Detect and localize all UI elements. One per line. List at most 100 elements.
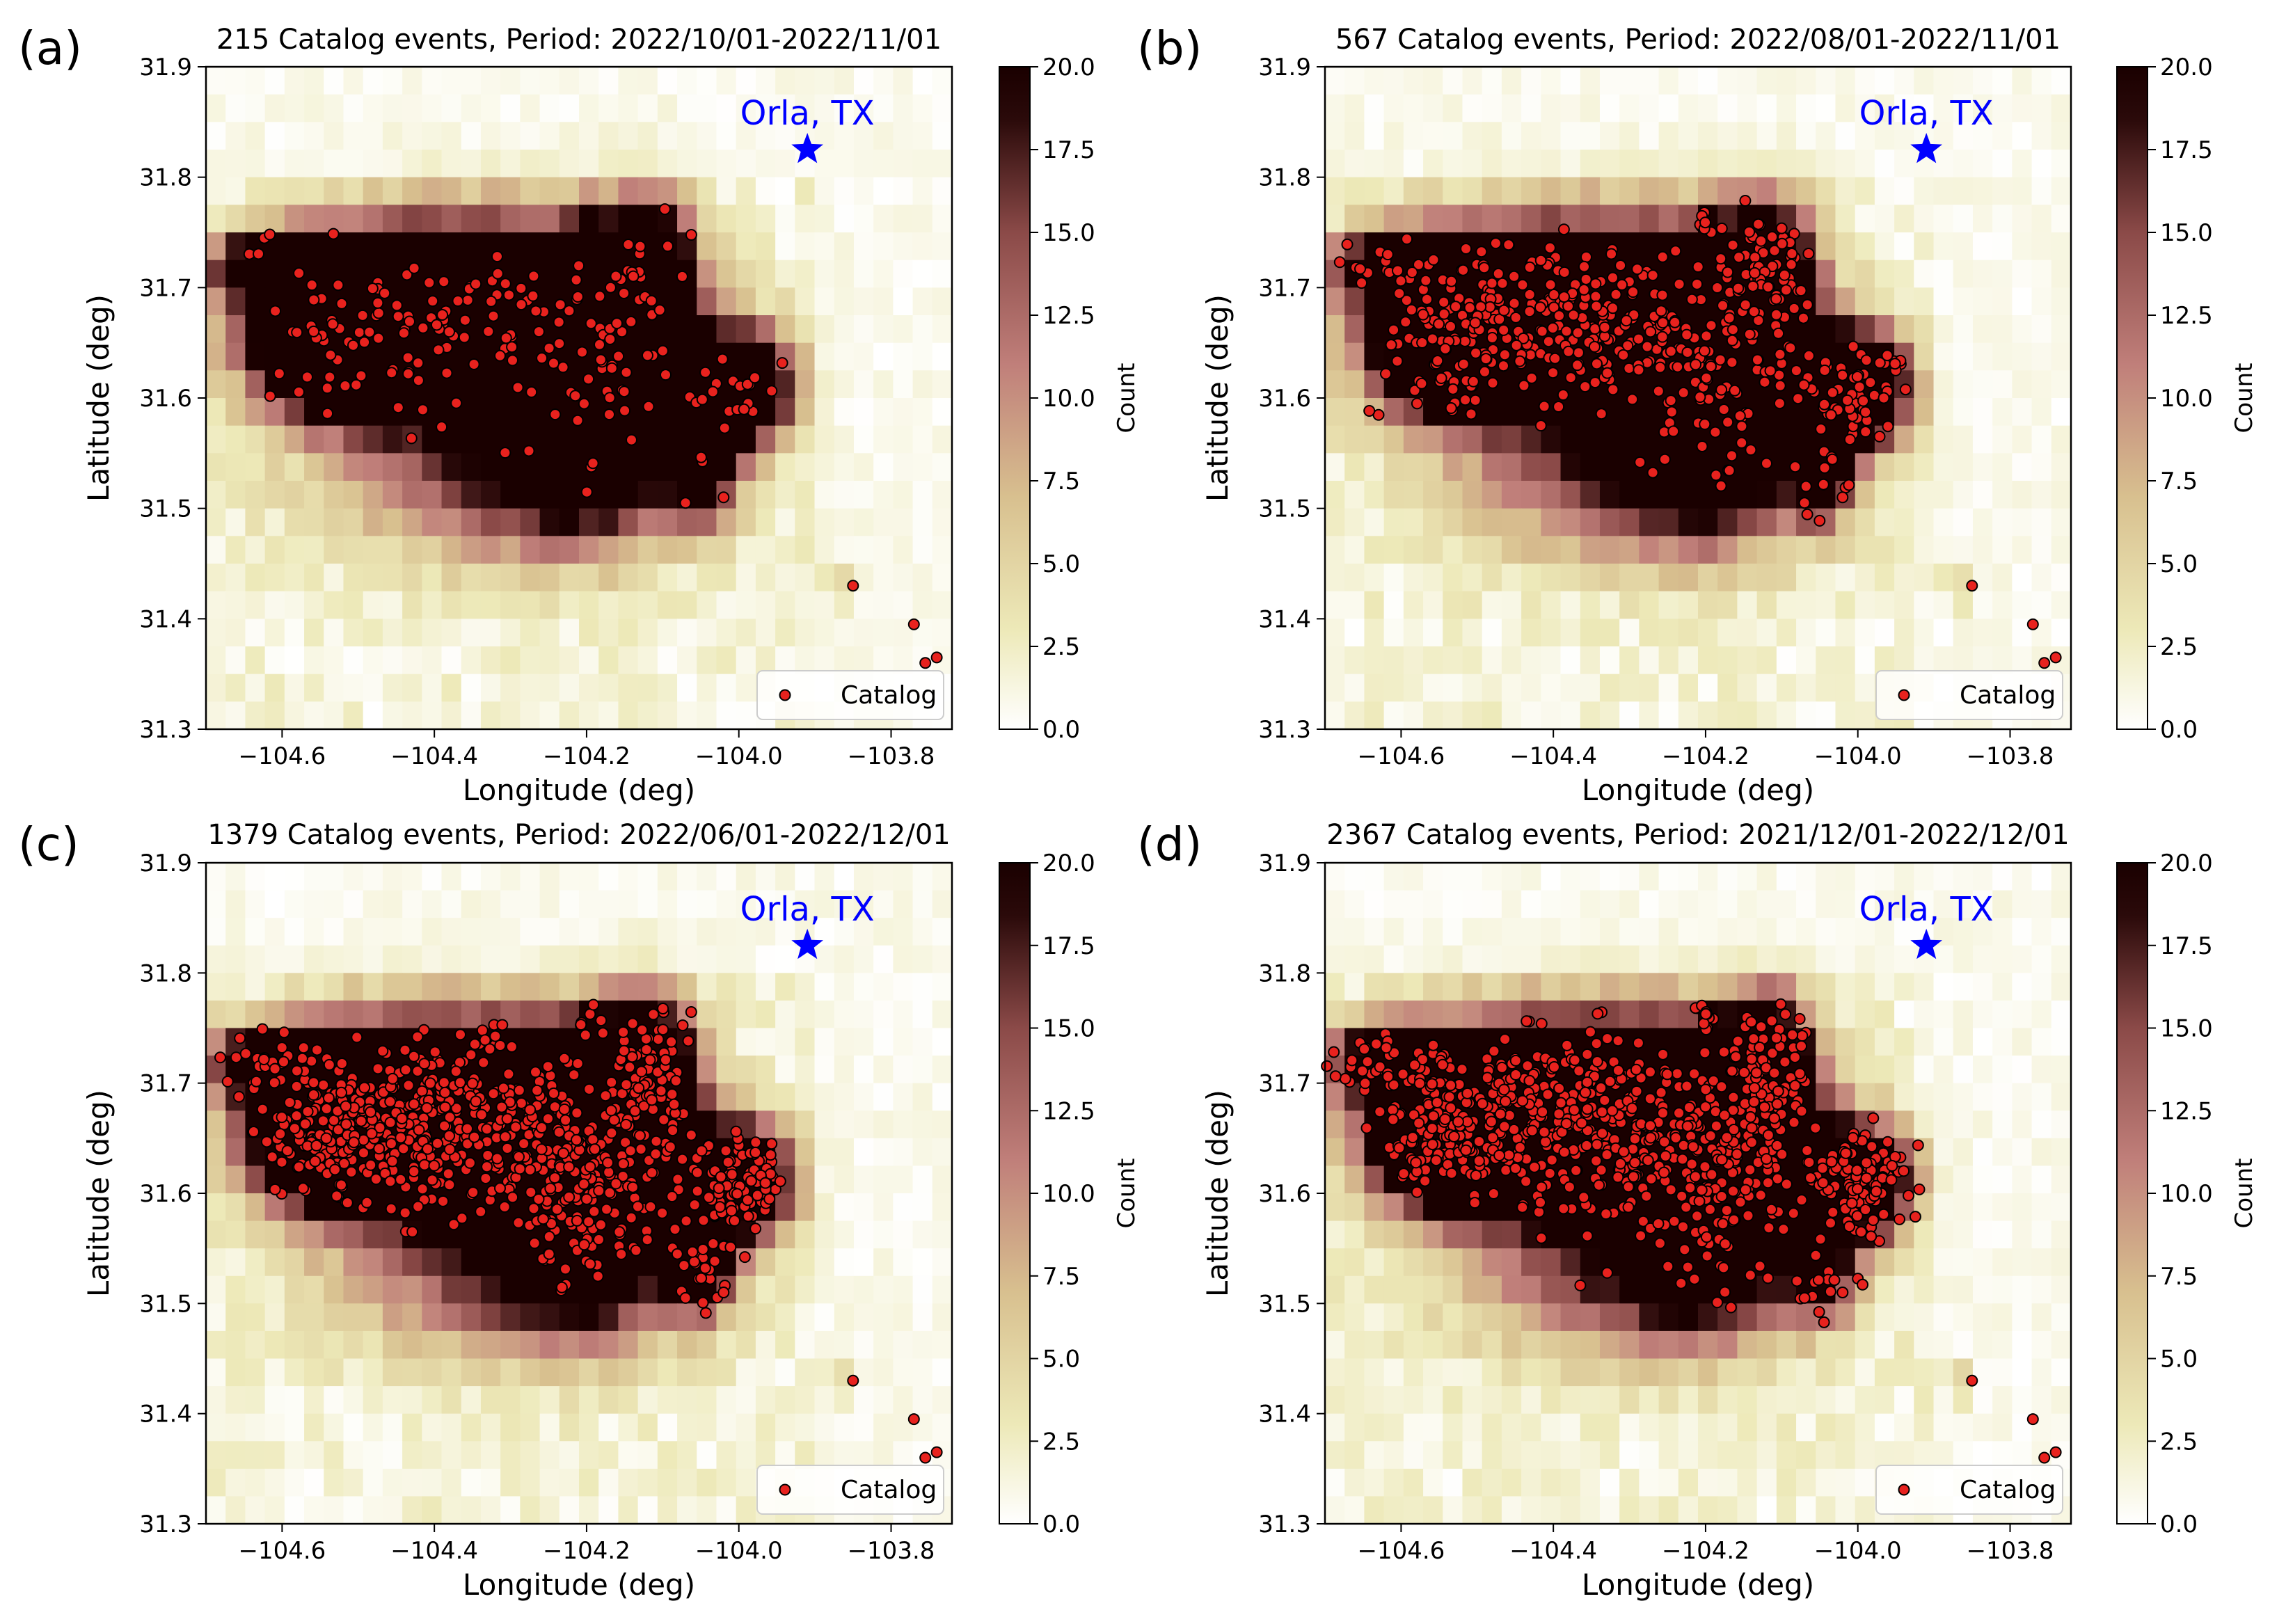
heatmap-cell: [893, 1028, 914, 1056]
heatmap-cell: [1521, 619, 1541, 647]
heatmap-cell: [422, 1413, 443, 1442]
catalog-point: [568, 1069, 580, 1081]
catalog-point: [1547, 367, 1559, 379]
catalog-point: [1715, 222, 1728, 234]
heatmap-cell: [677, 890, 697, 918]
heatmap-cell: [1776, 425, 1797, 454]
heatmap-cell: [1403, 619, 1424, 647]
heatmap-cell: [304, 1303, 324, 1332]
catalog-point: [656, 1207, 669, 1219]
heatmap-cell: [343, 890, 364, 918]
heatmap-cell: [422, 1468, 443, 1497]
heatmap-cell: [932, 1248, 953, 1277]
heatmap-cell: [853, 232, 874, 261]
catalog-point: [268, 1076, 280, 1089]
catalog-point: [1797, 379, 1810, 391]
heatmap-cell: [814, 370, 835, 399]
heatmap-cell: [284, 342, 305, 371]
heatmap-cell: [697, 67, 717, 95]
heatmap-cell: [1933, 646, 1954, 675]
heatmap-cell: [1698, 67, 1718, 95]
catalog-point: [1710, 469, 1722, 481]
catalog-point: [618, 287, 630, 299]
catalog-point: [399, 1207, 411, 1219]
heatmap-cell: [893, 536, 914, 564]
colorbar-label: Count: [2230, 363, 2258, 433]
heatmap-cell: [1462, 1000, 1483, 1029]
heatmap-cell: [1835, 287, 1856, 316]
heatmap-cell: [932, 1413, 953, 1442]
heatmap-cell: [225, 1138, 246, 1167]
catalog-point: [576, 346, 588, 358]
heatmap-cell: [2031, 94, 2052, 122]
heatmap-cell: [873, 564, 894, 592]
heatmap-cell: [1639, 674, 1660, 702]
heatmap-cell: [520, 1330, 541, 1360]
heatmap-cell: [1403, 508, 1424, 536]
catalog-point: [1607, 383, 1619, 396]
heatmap-cell: [814, 260, 835, 288]
catalog-point: [593, 1234, 605, 1245]
heatmap-cell: [657, 619, 678, 647]
heatmap-cell: [1816, 890, 1836, 918]
heatmap-cell: [461, 1275, 482, 1304]
heatmap-cell: [716, 1386, 737, 1415]
heatmap-cell: [304, 150, 324, 178]
heatmap-cell: [2051, 945, 2072, 973]
heatmap-cell: [225, 1193, 246, 1222]
heatmap-cell: [343, 398, 364, 427]
heatmap-cell: [1698, 863, 1718, 891]
heatmap-cell: [618, 564, 639, 592]
heatmap-cell: [1462, 67, 1483, 95]
colorbar-tick-label: 7.5: [1042, 468, 1080, 495]
heatmap-cell: [697, 1028, 717, 1056]
catalog-point: [558, 1052, 571, 1065]
heatmap-cell: [637, 122, 658, 150]
heatmap-cell: [1344, 1000, 1365, 1029]
legend-marker: [1898, 689, 1910, 701]
heatmap-cell: [1972, 122, 1993, 150]
heatmap-cell: [520, 536, 541, 564]
heatmap-cell: [2051, 1110, 2072, 1139]
catalog-point: [347, 339, 359, 351]
heatmap-cell: [1462, 890, 1483, 918]
heatmap-cell: [1717, 674, 1738, 702]
heatmap-cell: [1639, 536, 1660, 564]
heatmap-cell: [814, 591, 835, 619]
heatmap-cell: [657, 315, 678, 344]
heatmap-cell: [206, 1138, 226, 1167]
heatmap-cell: [539, 1468, 560, 1497]
heatmap-cell: [382, 674, 403, 702]
catalog-point: [599, 1090, 612, 1102]
heatmap-cell: [1580, 67, 1601, 95]
heatmap-cell: [2012, 260, 2033, 288]
catalog-point: [1523, 288, 1536, 301]
heatmap-cell: [795, 646, 816, 675]
heatmap-cell: [1658, 536, 1679, 564]
heatmap-cell: [1580, 646, 1601, 675]
heatmap-cell: [225, 1496, 246, 1525]
heatmap-cell: [500, 177, 521, 205]
heatmap-cell: [637, 425, 658, 454]
heatmap-cell: [873, 918, 894, 946]
catalog-point: [716, 353, 729, 365]
catalog-point: [630, 1244, 642, 1257]
heatmap-cell: [1325, 591, 1345, 619]
y-tick-label: 31.8: [1258, 164, 1311, 192]
heatmap-cell: [618, 481, 639, 509]
heatmap-cell: [834, 425, 855, 454]
heatmap-cell: [1560, 94, 1581, 122]
heatmap-cell: [1462, 425, 1483, 454]
heatmap-cell: [1914, 94, 1935, 122]
heatmap-cell: [1914, 508, 1935, 536]
heatmap-cell: [225, 1000, 246, 1029]
heatmap-cell: [1953, 863, 1974, 891]
heatmap-cell: [657, 536, 678, 564]
heatmap-cell: [775, 205, 795, 233]
catalog-point: [1489, 237, 1502, 250]
catalog-point: [401, 269, 413, 281]
heatmap-cell: [1874, 646, 1895, 675]
heatmap-cell: [1325, 425, 1345, 454]
heatmap-cell: [1482, 205, 1502, 233]
heatmap-cell: [775, 1413, 795, 1442]
